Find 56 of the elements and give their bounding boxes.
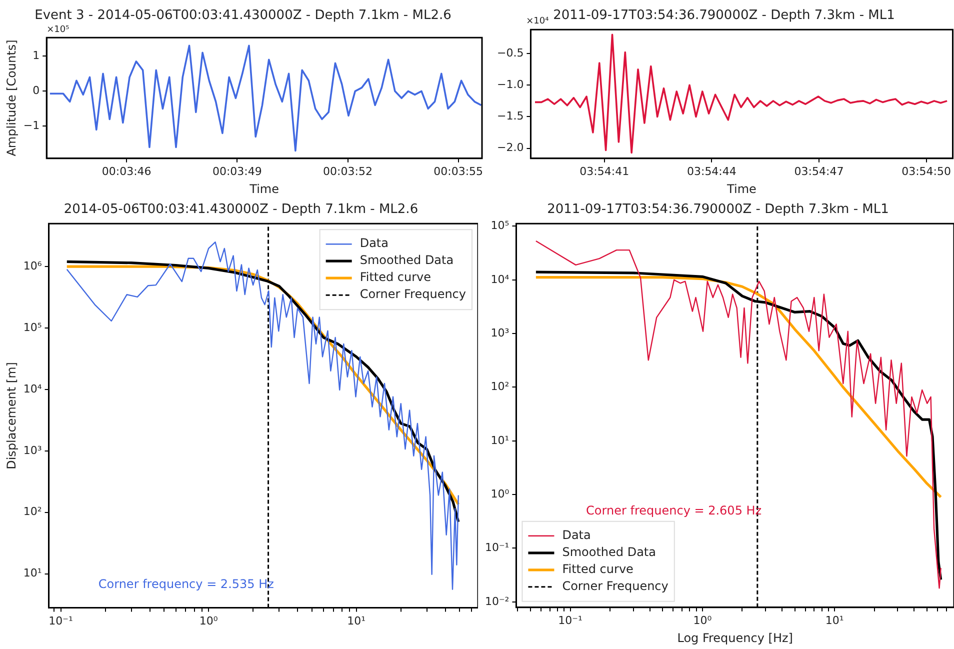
- legend-label: Smoothed Data: [562, 545, 656, 560]
- y-tick-label: −1.0: [496, 78, 524, 92]
- y-tick-label: 10⁴: [23, 382, 42, 396]
- chart-title: 2011-09-17T03:54:36.790000Z - Depth 7.3km - ML1: [547, 202, 889, 218]
- chart-title: Event 3 - 2014-05-06T00:03:41.430000Z - Depth 7.1km - ML2.6: [34, 8, 452, 24]
- x-tick-label: 10¹: [825, 614, 844, 627]
- x-tick-label: 00:03:55: [434, 164, 484, 178]
- y-tick-label: 10²: [490, 380, 510, 394]
- x-tick-label: 10⁰: [693, 614, 712, 627]
- x-tick-label: 03:54:50: [902, 164, 951, 178]
- legend-label: Fitted curve: [562, 562, 634, 576]
- legend-label: Corner Frequency: [360, 287, 466, 302]
- annotation: Corner frequency = 2.605 Hz: [586, 504, 762, 518]
- legend-label: Smoothed Data: [360, 253, 454, 268]
- y-axis-title: Amplitude [Counts]: [4, 40, 18, 156]
- chart-title: 2011-09-17T03:54:36.790000Z - Depth 7.3km - ML1: [553, 8, 895, 24]
- y-tick-label: 10²: [23, 505, 42, 518]
- y-tick-label: 10⁴: [490, 272, 510, 286]
- x-tick-label: 03:54:41: [580, 164, 630, 178]
- legend-label: Corner Frequency: [562, 579, 668, 594]
- x-axis-title: Time: [726, 182, 756, 196]
- x-tick-label: 10⁻¹: [558, 614, 582, 627]
- x-axis-title: Time: [248, 182, 279, 196]
- y-tick-label: 10⁻²: [484, 594, 510, 608]
- x-tick-label: 00:03:46: [102, 164, 152, 178]
- chart-title: 2014-05-06T00:03:41.430000Z - Depth 7.1km - ML2.6: [64, 202, 418, 218]
- text: ×10⁵: [46, 24, 70, 35]
- x-tick-label: 10⁰: [199, 614, 218, 628]
- y-tick-label: −0.5: [496, 46, 524, 60]
- legend-label: Data: [562, 528, 591, 542]
- y-tick-label: 10⁻¹: [484, 541, 510, 554]
- y-tick-label: 10¹: [490, 434, 510, 447]
- legend-label: Fitted curve: [360, 270, 432, 284]
- y-tick-label: 1: [32, 49, 40, 62]
- legend-label: Data: [360, 236, 388, 250]
- x-tick-label: 10⁻¹: [48, 614, 73, 628]
- text: ×10⁴: [526, 16, 550, 27]
- y-tick-label: 10⁰: [490, 487, 510, 500]
- x-axis-title: Log Frequency [Hz]: [677, 630, 793, 645]
- y-tick-label: −1.5: [496, 110, 524, 123]
- x-tick-label: 10¹: [347, 614, 366, 628]
- y-tick-label: 10³: [23, 444, 42, 457]
- x-tick-label: 03:54:47: [794, 164, 844, 178]
- y-tick-label: 10³: [490, 326, 510, 340]
- y-tick-label: −2.0: [496, 141, 524, 154]
- x-tick-label: 00:03:52: [323, 164, 372, 178]
- y-tick-label: 10⁵: [23, 320, 42, 334]
- x-tick-label: 00:03:49: [212, 164, 262, 178]
- y-axis-title: Displacement [m]: [4, 362, 18, 470]
- y-tick-label: 10⁵: [490, 219, 510, 232]
- y-tick-label: 10¹: [23, 566, 42, 580]
- y-tick-label: 10⁶: [23, 259, 42, 272]
- y-tick-label: −1: [23, 119, 40, 132]
- annotation: Corner frequency = 2.535 Hz: [98, 576, 274, 591]
- x-tick-label: 03:54:44: [686, 164, 736, 178]
- y-tick-label: 0: [32, 84, 40, 98]
